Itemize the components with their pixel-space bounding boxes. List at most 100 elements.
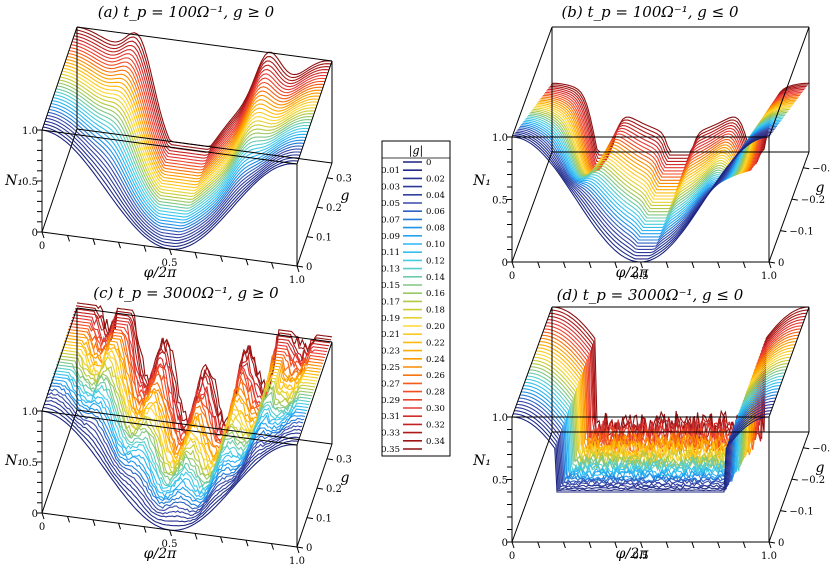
panel-d-ytick-label-1: 0.5 (492, 476, 508, 487)
panel-d-curve-2 (514, 410, 772, 490)
panel-a-curve-19 (60, 73, 317, 195)
panel-c-xtick-label-1: 0.5 (162, 539, 178, 550)
panel-c-curve-10 (51, 376, 308, 498)
panel-d-curve-11 (524, 381, 782, 478)
panel-c-frame-edge-2 (41, 410, 298, 446)
panel-b-gtick-label-1: −0.1 (789, 227, 813, 238)
panel-d-xlabel: φ/2π (616, 546, 649, 562)
panel-c-glabel: g (341, 470, 350, 486)
panel-c-frame-edge-6 (76, 307, 333, 343)
panel-b-xtick-6 (665, 261, 669, 269)
panel-d-curve-8 (521, 391, 779, 482)
panel-a-ticks: 00.51.000.51.000.10.20.3 (22, 126, 352, 286)
legend-label-22: 0.22 (426, 338, 445, 348)
legend-label-12: 0.12 (426, 256, 445, 266)
legend-label-15: 0.15 (381, 281, 400, 291)
panel-b-curve-25 (540, 98, 798, 184)
panel-c-ytick-label-1: 0.5 (22, 458, 38, 469)
legend-label-32: 0.32 (426, 420, 445, 430)
panel-c-xtick-9 (271, 543, 274, 550)
panel-c-curve-5 (46, 391, 303, 513)
panel-a-curve-2 (43, 123, 300, 245)
panel-d-curve-7 (519, 394, 778, 484)
panel-a-gtick-label-3: 0.3 (336, 174, 352, 185)
panel-d-curve-4 (516, 403, 774, 488)
panel-c-frame-edge-11 (41, 307, 78, 412)
panel-d-xtick-6 (665, 541, 669, 549)
panel-c-curve-27 (68, 325, 325, 447)
panel-a-curve-22 (63, 64, 320, 186)
legend-label-23: 0.23 (381, 347, 400, 357)
panel-a-xtick-label-0: 0 (39, 241, 45, 252)
panel-d-curve-32 (548, 315, 806, 444)
panel-c-curve-21 (62, 343, 319, 466)
panel-d-xtick-2 (562, 541, 566, 549)
panel-c-xtick-7 (220, 536, 223, 543)
panel-a-gtick-1 (306, 236, 314, 239)
panel-d-gtick-3 (803, 447, 810, 450)
panel-c-curve-3 (44, 400, 301, 520)
legend-label-2: 0.02 (426, 174, 445, 184)
panel-a-curve-15 (56, 85, 313, 206)
panel-b-xtick-3 (588, 261, 592, 269)
panel-d-curve-28 (543, 328, 802, 452)
panel-c-gtick-2 (316, 487, 324, 490)
panel-b-curves (511, 82, 809, 263)
panel-a-xtick-0 (41, 231, 45, 239)
legend-label-9: 0.09 (381, 232, 400, 242)
panel-c-curves (41, 302, 333, 531)
panel-a-curve-29 (70, 44, 327, 165)
panel-b-curve-22 (537, 102, 795, 194)
panel-a-xtick-1 (67, 235, 70, 242)
panel-d-ylabel: N₁ (472, 453, 491, 469)
panel-a-xtick-8 (245, 259, 249, 266)
panel-d-curve-15 (529, 369, 787, 472)
panel-a-frame-edge-4 (76, 128, 333, 164)
panel-d-xtick-8 (717, 541, 721, 549)
panel-d-frame-edge-8 (511, 431, 553, 543)
panel-b-gtick-3 (803, 167, 810, 170)
panel-a-curve-25 (66, 55, 323, 177)
legend-label-7: 0.07 (381, 215, 400, 225)
panel-c-frame-edge-4 (76, 409, 333, 445)
panel-d-xtick-3 (588, 541, 592, 549)
panel-a-title: (a) t_p = 100Ω⁻¹, g ≥ 0 (98, 3, 275, 21)
panel-a-curve-16 (57, 82, 314, 203)
panel-b-xtick-4 (614, 261, 618, 269)
panel-c-xtick-label-2: 1.0 (289, 556, 305, 566)
panel-a-gtick-0 (296, 265, 304, 268)
panel-c-curve-24 (65, 334, 322, 459)
panel-c-ticks: 00.51.000.51.000.10.20.3 (22, 407, 352, 566)
panel-a-curve-11 (52, 97, 309, 218)
panel-c-ytick-label-2: 1.0 (22, 407, 38, 418)
panel-b-frame-edge-8 (511, 151, 553, 263)
panel-b-xtick-8 (717, 261, 721, 269)
panel-c-ylabel: N₁ (4, 453, 23, 469)
panel-c-curve-18 (59, 352, 316, 476)
panel-b-xtick-label-1: 0.5 (633, 271, 649, 282)
panel-b-curve-11 (524, 119, 782, 228)
panel-c-curve-31 (72, 314, 329, 436)
legend-label-31: 0.31 (381, 412, 400, 422)
panel-b-frame-edge-10 (768, 26, 810, 138)
panel-b-curve-29 (545, 91, 803, 172)
panel-b-glabel: g (816, 180, 825, 196)
panel-d-curve-0 (511, 416, 770, 493)
panel-c-xtick-6 (194, 533, 198, 540)
panel-b-curve-21 (535, 104, 794, 197)
panel-b-curve-28 (543, 93, 802, 175)
panel-d-gtick-label-1: −0.1 (789, 507, 813, 518)
panel-b-curve-8 (521, 124, 779, 238)
panel-c-curve-29 (70, 320, 327, 442)
legend-label-27: 0.27 (381, 379, 400, 389)
panel-d-curve-1 (513, 413, 771, 492)
panel-b-curve-16 (530, 111, 788, 213)
legend-label-1: 0.01 (381, 166, 400, 176)
panel-a-frame-edge-8 (41, 128, 78, 233)
panel-b: (b) t_p = 100Ω⁻¹, g ≤ 0 0 0.5 1.000.51.00−… (472, 3, 830, 282)
panel-b-frame-edge-9 (768, 151, 810, 263)
panel-d-frame-edge-10 (768, 306, 810, 418)
panel-b-frame-edge-11 (511, 26, 553, 138)
panel-a-xtick-6 (194, 252, 198, 259)
panel-d-xtick-1 (537, 541, 541, 549)
